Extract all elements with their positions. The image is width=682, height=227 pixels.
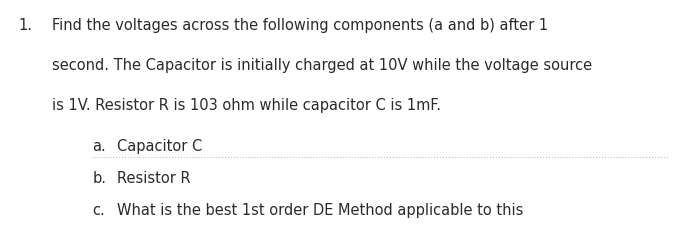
Text: is 1V. Resistor R is 103 ohm while capacitor C is 1mF.: is 1V. Resistor R is 103 ohm while capac… — [53, 98, 441, 113]
Text: What is the best 1st order DE Method applicable to this: What is the best 1st order DE Method app… — [117, 202, 524, 217]
Text: Find the voltages across the following components (a and b) after 1: Find the voltages across the following c… — [53, 18, 548, 33]
Text: 1.: 1. — [19, 18, 33, 33]
Text: a.: a. — [92, 138, 106, 153]
Text: Capacitor C: Capacitor C — [117, 138, 203, 153]
Text: Resistor R: Resistor R — [117, 170, 191, 185]
Text: b.: b. — [92, 170, 106, 185]
Text: c.: c. — [92, 202, 105, 217]
Text: second. The Capacitor is initially charged at 10V while the voltage source: second. The Capacitor is initially charg… — [53, 58, 593, 73]
